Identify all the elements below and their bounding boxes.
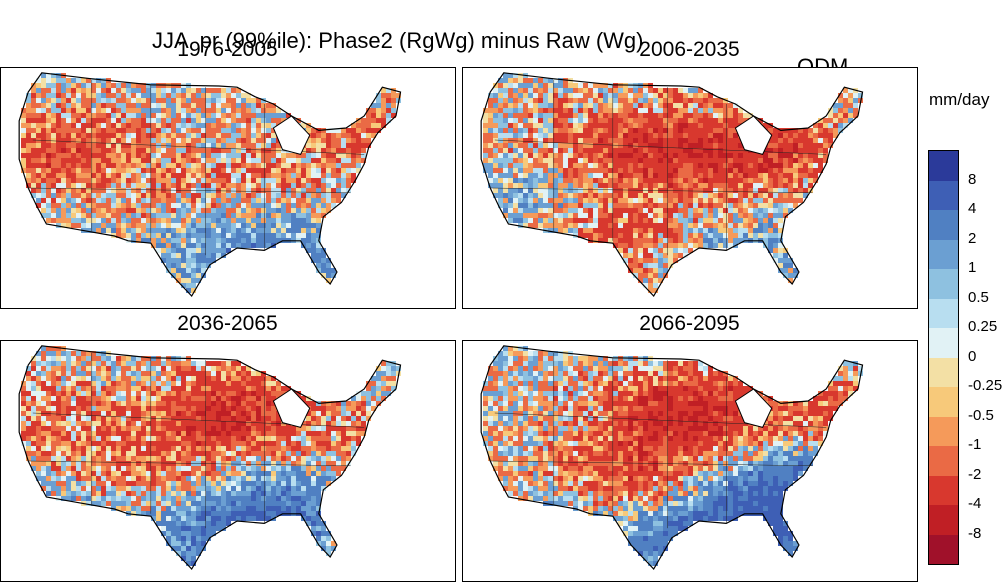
colorbar-segment (929, 358, 958, 388)
colorbar-label: 8 (968, 171, 976, 188)
map-panel-2 (462, 67, 918, 309)
colorbar-label: 0.5 (968, 289, 989, 306)
map-panel-1 (0, 67, 456, 309)
colorbar-segment (929, 240, 958, 270)
colorbar-segment (929, 446, 958, 476)
colorbar-label: -0.25 (968, 377, 1002, 394)
map-3 (1, 341, 455, 581)
colorbar-label: 0 (968, 348, 976, 365)
colorbar-label: -4 (968, 495, 981, 512)
panel-title-2: 2006-2035 (462, 38, 917, 62)
colorbar-segment (929, 535, 958, 565)
panel-title-4: 2066-2095 (462, 312, 917, 336)
colorbar-segment (929, 387, 958, 417)
map-panel-3 (0, 340, 456, 582)
colorbar-label: -0.5 (968, 407, 994, 424)
colorbar-label: 4 (968, 200, 976, 217)
colorbar (928, 150, 959, 565)
colorbar-segment (929, 417, 958, 447)
colorbar-label: 0.25 (968, 318, 997, 335)
map-4 (463, 341, 917, 581)
colorbar-segment (929, 269, 958, 299)
colorbar-segment (929, 151, 958, 181)
colorbar-segment (929, 476, 958, 506)
colorbar-segment (929, 299, 958, 329)
map-2 (463, 68, 917, 308)
map-field (483, 73, 863, 293)
map-field (21, 346, 401, 566)
map-field (483, 346, 863, 566)
colorbar-segment (929, 505, 958, 535)
colorbar-segment (929, 328, 958, 358)
colorbar-label: 1 (968, 259, 976, 276)
colorbar-segment (929, 181, 958, 211)
panel-title-1: 1976-2005 (0, 38, 455, 62)
map-field (21, 73, 401, 293)
colorbar-label: -1 (968, 436, 981, 453)
map-1 (1, 68, 455, 308)
colorbar-label: -2 (968, 466, 981, 483)
panel-title-3: 2036-2065 (0, 312, 455, 336)
colorbar-label: 2 (968, 230, 976, 247)
colorbar-unit: mm/day (929, 90, 989, 110)
colorbar-label: -8 (968, 525, 981, 542)
colorbar-segment (929, 210, 958, 240)
map-panel-4 (462, 340, 918, 582)
